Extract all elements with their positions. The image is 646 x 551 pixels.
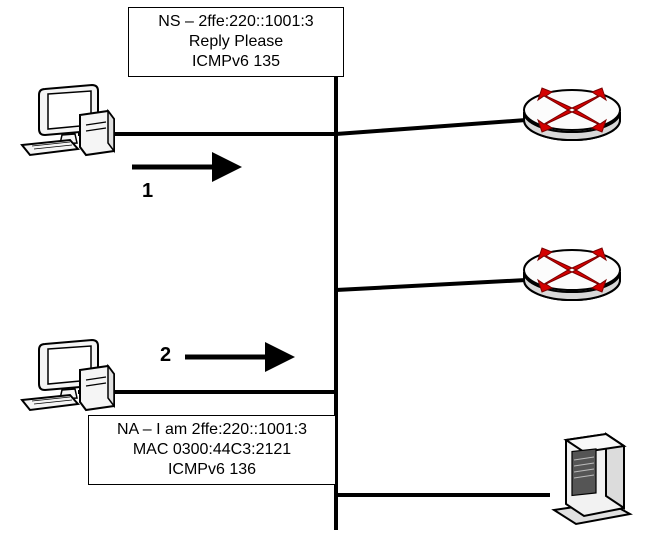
na-message-box: NA – I am 2ffe:220::1001:3 MAC 0300:44C3…	[88, 415, 336, 485]
step-label-1: 1	[142, 180, 153, 203]
server-icon	[554, 434, 630, 524]
ns-line1: NS – 2ffe:220::1001:3	[135, 12, 337, 32]
ns-message-box: NS – 2ffe:220::1001:3 Reply Please ICMPv…	[128, 7, 344, 77]
ns-line2: Reply Please	[135, 32, 337, 52]
na-line3: ICMPv6 136	[95, 460, 329, 480]
pc2-icon	[22, 340, 114, 410]
link-router2	[336, 280, 526, 290]
link-router1	[336, 120, 526, 134]
router2-icon	[524, 248, 620, 300]
ns-line3: ICMPv6 135	[135, 52, 337, 72]
router1-icon	[524, 88, 620, 140]
step-label-2: 2	[160, 344, 171, 367]
na-line2: MAC 0300:44C3:2121	[95, 440, 329, 460]
na-line1: NA – I am 2ffe:220::1001:3	[95, 420, 329, 440]
pc1-icon	[22, 85, 114, 155]
